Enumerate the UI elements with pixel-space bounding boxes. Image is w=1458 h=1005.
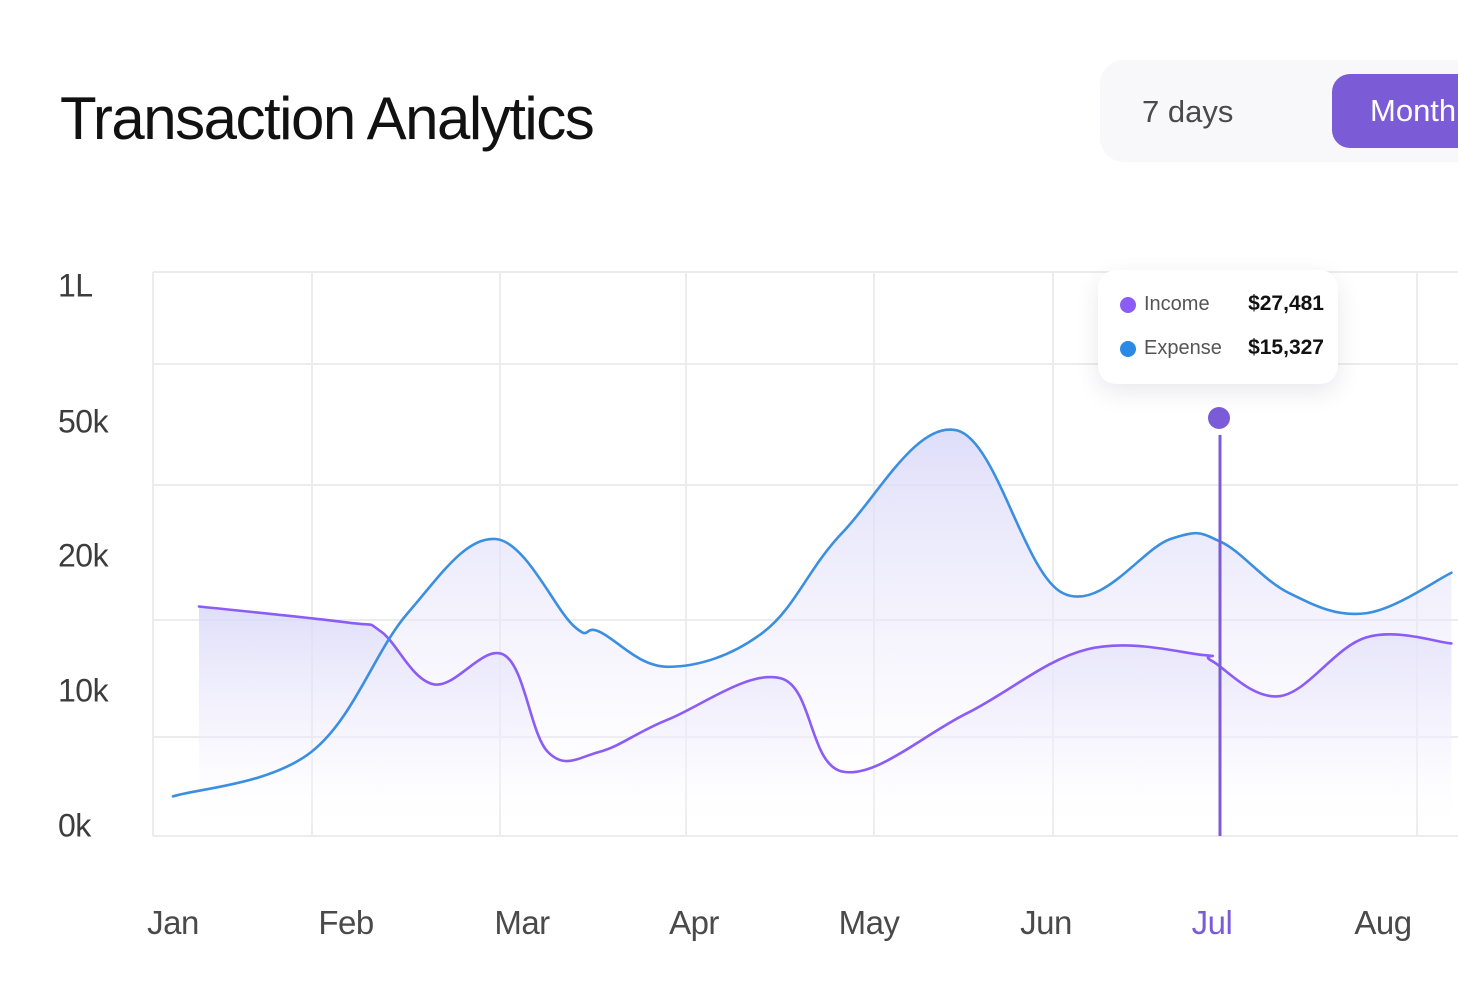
- tooltip-expense-value: $15,327: [1248, 336, 1324, 359]
- income-dot-icon: [1120, 297, 1136, 313]
- x-tick-label: Jan: [147, 904, 199, 941]
- x-tick-label: Mar: [494, 904, 550, 941]
- x-tick-label: Jun: [1020, 904, 1072, 941]
- highlight-point[interactable]: [1208, 407, 1230, 429]
- expense-dot-icon: [1120, 341, 1136, 357]
- range-toggle: 7 days Month: [1100, 60, 1458, 162]
- tooltip-expense-label: Expense: [1144, 337, 1222, 359]
- range-7-days-button[interactable]: 7 days: [1142, 85, 1233, 139]
- x-tick-label: Apr: [669, 904, 719, 941]
- expense-line: [171, 428, 1453, 798]
- tooltip-income-value: $27,481: [1248, 292, 1324, 315]
- x-tick-label: Jul: [1191, 904, 1233, 941]
- tooltip-expense-row: Expense $15,327: [1120, 334, 1324, 364]
- x-tick-label: May: [838, 904, 900, 941]
- y-tick-label: 20k: [58, 537, 109, 574]
- y-tick-label: 0k: [58, 807, 91, 844]
- y-tick-label: 10k: [58, 672, 109, 709]
- chart-tooltip: Income $27,481 Expense $15,327: [1098, 270, 1338, 384]
- range-month-button[interactable]: Month: [1332, 74, 1458, 148]
- page-title: Transaction Analytics: [60, 85, 595, 152]
- y-tick-label: 1L: [58, 267, 93, 304]
- x-tick-label: Feb: [318, 904, 374, 941]
- tooltip-income-row: Income $27,481: [1120, 290, 1324, 320]
- income-line: [197, 605, 1453, 774]
- tooltip-income-label: Income: [1144, 293, 1210, 315]
- x-tick-label: Aug: [1354, 904, 1412, 941]
- expense-area: [173, 429, 1452, 836]
- y-tick-label: 50k: [58, 403, 109, 440]
